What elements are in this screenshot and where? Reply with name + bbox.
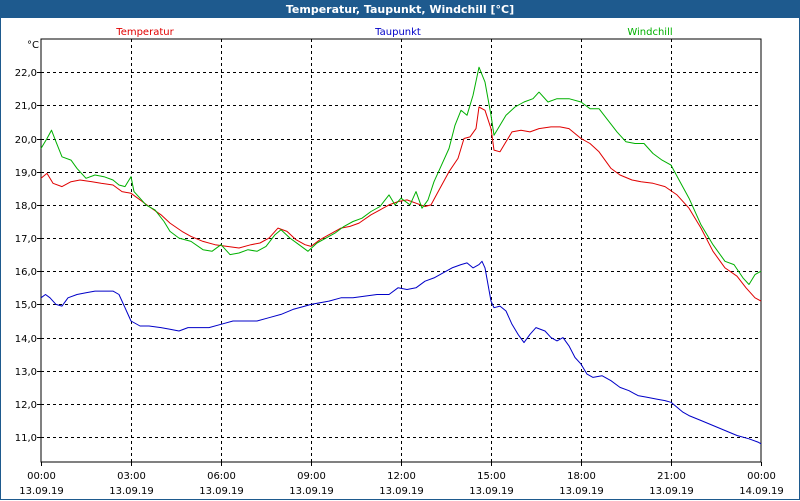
x-tick-label-date: 13.09.19 xyxy=(109,486,154,497)
chart-title: Temperatur, Taupunkt, Windchill [°C] xyxy=(1,1,799,18)
legend-label-windchill: Windchill xyxy=(627,27,672,38)
y-tick-label: 16,0 xyxy=(15,267,37,278)
y-axis-unit-label: °C xyxy=(27,40,39,51)
y-tick-label: 17,0 xyxy=(15,234,37,245)
x-tick-label-time: 18:00 xyxy=(567,471,596,482)
x-axis: 00:00 13.09.19 03:00 13.09.19 06:00 13.09.19 0… xyxy=(19,462,784,497)
y-tick-label: 18,0 xyxy=(15,201,37,212)
x-tick-label-date: 13.09.19 xyxy=(19,486,64,497)
x-tick-label-date: 14.09.19 xyxy=(739,486,784,497)
x-tick-label-time: 21:00 xyxy=(657,471,686,482)
legend-label-temperatur: Temperatur xyxy=(115,27,174,38)
legend: Temperatur Taupunkt Windchill xyxy=(115,27,672,38)
x-tick-label-date: 13.09.19 xyxy=(559,486,604,497)
y-tick-label: 20,0 xyxy=(15,135,37,146)
y-axis: 11,0 12,0 13,0 14,0 15,0 16,0 17,0 18,0 19,0 20,0… xyxy=(15,68,41,444)
grid-lines xyxy=(41,39,761,462)
y-tick-label: 15,0 xyxy=(15,300,37,311)
y-tick-label: 11,0 xyxy=(15,433,37,444)
series-line-windchill xyxy=(40,66,762,285)
x-tick-label-time: 15:00 xyxy=(477,471,506,482)
x-tick-label-time: 03:00 xyxy=(117,471,146,482)
x-tick-label-time: 00:00 xyxy=(27,471,56,482)
x-tick-label-time: 06:00 xyxy=(207,471,236,482)
y-tick-label: 13,0 xyxy=(15,367,37,378)
y-tick-label: 14,0 xyxy=(15,334,37,345)
series-lines xyxy=(40,66,762,445)
series-line-temperatur xyxy=(40,106,762,302)
y-tick-label: 12,0 xyxy=(15,400,37,411)
x-tick-label-date: 13.09.19 xyxy=(649,486,694,497)
x-tick-label-date: 13.09.19 xyxy=(469,486,514,497)
y-tick-label: 19,0 xyxy=(15,168,37,179)
x-tick-label-time: 00:00 xyxy=(747,471,776,482)
x-tick-label-date: 13.09.19 xyxy=(379,486,424,497)
legend-label-taupunkt: Taupunkt xyxy=(374,27,421,38)
x-tick-label-date: 13.09.19 xyxy=(199,486,244,497)
x-tick-label-date: 13.09.19 xyxy=(289,486,334,497)
series-line-taupunkt xyxy=(40,260,762,445)
y-tick-label: 21,0 xyxy=(15,101,37,112)
x-tick-label-time: 09:00 xyxy=(297,471,326,482)
y-tick-label: 22,0 xyxy=(15,68,37,79)
x-tick-label-time: 12:00 xyxy=(387,471,416,482)
